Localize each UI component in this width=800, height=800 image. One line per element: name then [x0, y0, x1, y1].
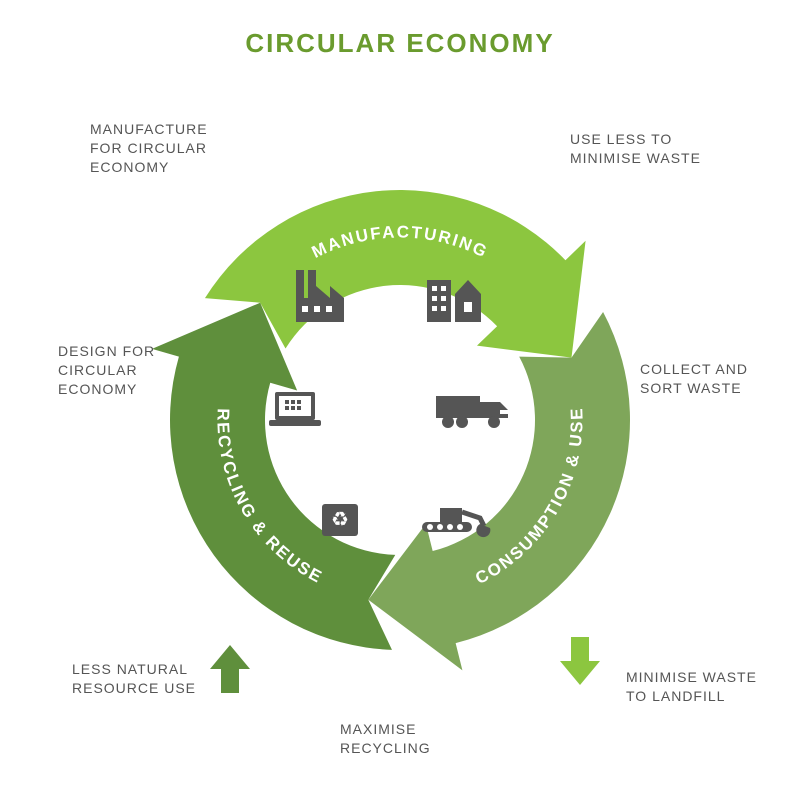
arrow-down-icon: [560, 637, 600, 685]
callout-less_natural: LESS NATURAL RESOURCE USE: [72, 660, 196, 698]
recycle-bin-icon: ♻: [322, 504, 358, 536]
callout-design_for_ce: DESIGN FOR CIRCULAR ECONOMY: [58, 342, 155, 399]
callout-manufacture_for_ce: MANUFACTURE FOR CIRCULAR ECONOMY: [90, 120, 208, 177]
circular-economy-diagram: CIRCULAR ECONOMY ♻ MANUFACTURINGCONSUMPT…: [0, 0, 800, 800]
arrow-up-icon: [210, 645, 250, 693]
segment-consumption_use: [368, 312, 630, 670]
laptop-icon: [269, 392, 321, 426]
callout-maximise_recycling: MAXIMISE RECYCLING: [340, 720, 431, 758]
truck-icon: [436, 396, 508, 428]
excavator-icon: [422, 508, 490, 537]
svg-text:♻: ♻: [331, 509, 349, 531]
callout-minimise_landfill: MINIMISE WASTE TO LANDFILL: [626, 668, 757, 706]
callout-use_less: USE LESS TO MINIMISE WASTE: [570, 130, 701, 168]
callout-collect_sort: COLLECT AND SORT WASTE: [640, 360, 748, 398]
segment-recycling_reuse: [152, 303, 395, 650]
